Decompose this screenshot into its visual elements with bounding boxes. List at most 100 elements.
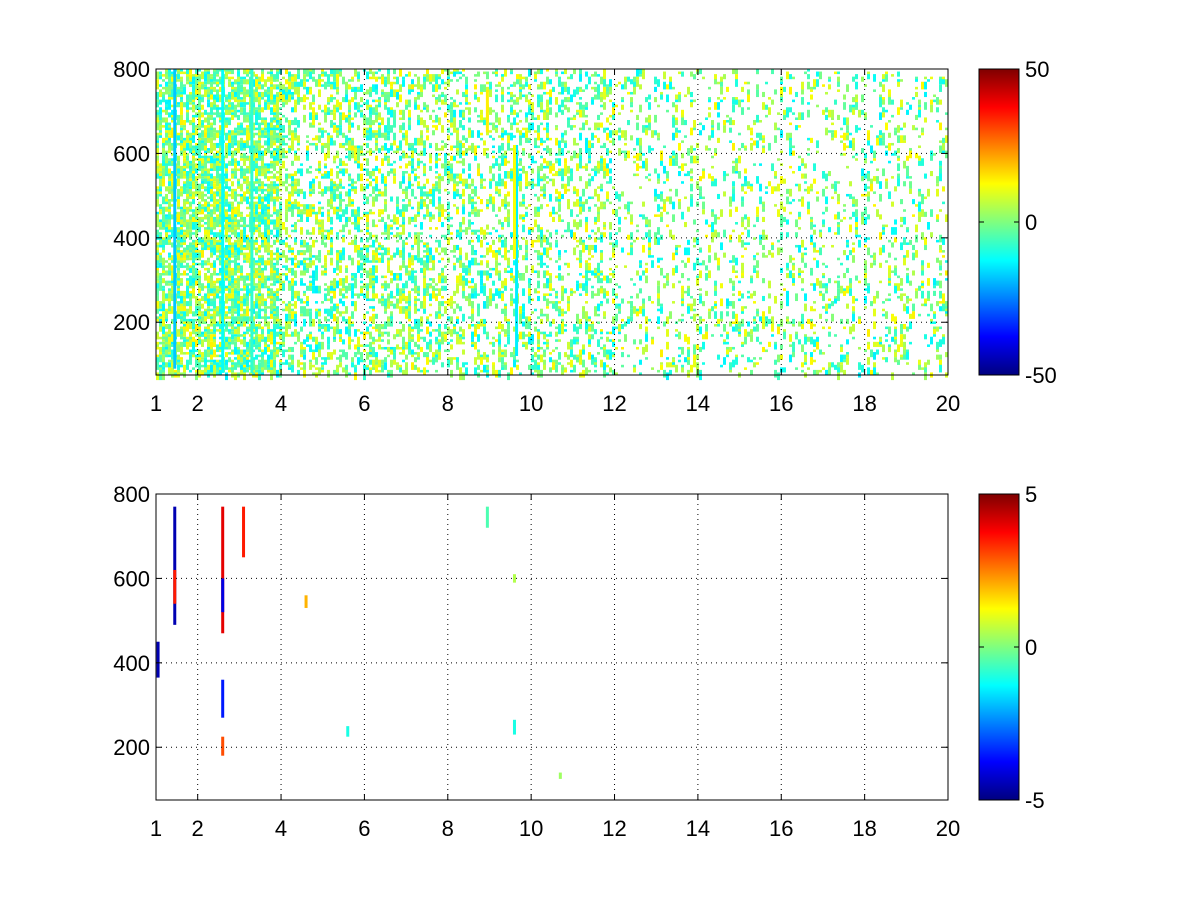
heatmap-cell xyxy=(216,69,219,75)
heatmap-cell xyxy=(225,278,228,281)
heatmap-cell xyxy=(357,148,360,154)
heatmap-cell xyxy=(198,262,201,266)
heatmap-cell xyxy=(417,250,420,258)
heatmap-cell xyxy=(183,120,186,128)
heatmap-cell xyxy=(267,344,270,347)
heatmap-cell xyxy=(381,247,384,251)
heatmap-cell xyxy=(243,148,246,151)
heatmap-cell xyxy=(294,199,297,205)
heatmap-cell xyxy=(207,262,210,266)
heatmap-cell xyxy=(474,155,477,161)
heatmap-cell xyxy=(195,79,198,82)
heatmap-cell xyxy=(378,252,381,256)
heatmap-cell xyxy=(207,79,210,85)
heatmap-cell xyxy=(177,160,180,166)
heatmap-cell xyxy=(462,262,465,268)
heatmap-cell xyxy=(198,81,201,85)
heatmap-cell xyxy=(291,318,294,322)
heatmap-cell xyxy=(402,155,405,159)
heatmap-cell xyxy=(273,311,276,314)
heatmap-cell xyxy=(243,324,246,327)
heatmap-cell xyxy=(165,232,168,235)
heatmap-cell xyxy=(183,211,186,215)
heatmap-cell xyxy=(216,372,219,375)
heatmap-cell xyxy=(357,74,360,80)
heatmap-cell xyxy=(294,262,297,268)
heatmap-cell xyxy=(165,173,168,177)
heatmap-cell xyxy=(351,209,354,217)
heatmap-cell xyxy=(336,216,339,220)
heatmap-cell xyxy=(234,262,237,268)
heatmap-cell xyxy=(204,193,207,197)
heatmap-cell xyxy=(267,191,270,194)
heatmap-cell xyxy=(291,160,294,166)
heatmap-cell xyxy=(210,301,213,307)
heatmap-cell xyxy=(351,186,354,189)
heatmap-cell xyxy=(213,145,216,151)
heatmap-cell xyxy=(423,352,426,358)
heatmap-cell xyxy=(273,127,276,131)
heatmap-cell xyxy=(255,311,258,319)
heatmap-cell xyxy=(336,209,339,212)
heatmap-cell xyxy=(171,362,174,368)
heatmap-cell xyxy=(306,244,309,253)
heatmap-cell xyxy=(210,298,213,302)
heatmap-cell xyxy=(393,252,396,258)
heatmap-cell xyxy=(312,125,315,128)
heatmap-cell xyxy=(426,290,429,294)
heatmap-cell xyxy=(378,104,381,108)
heatmap-cell xyxy=(189,298,192,302)
heatmap-cell xyxy=(294,155,297,161)
heatmap-cell xyxy=(192,329,195,335)
heatmap-cell xyxy=(468,324,471,330)
heatmap-cell xyxy=(246,306,249,309)
heatmap-cell xyxy=(165,163,168,166)
heatmap-cell xyxy=(183,329,186,337)
heatmap-cell xyxy=(369,171,372,179)
heatmap-cell xyxy=(321,127,324,131)
heatmap-cell xyxy=(225,145,228,154)
heatmap-cell xyxy=(402,188,405,192)
heatmap-cell xyxy=(297,102,300,105)
heatmap-cell xyxy=(237,148,240,154)
heatmap-cell xyxy=(345,135,348,143)
heatmap-cell xyxy=(216,362,219,370)
heatmap-cell xyxy=(423,150,426,156)
heatmap-cell xyxy=(264,183,267,187)
heatmap-cell xyxy=(225,265,228,268)
heatmap-cell xyxy=(180,102,183,108)
heatmap-cell xyxy=(258,288,261,291)
heatmap-cell xyxy=(189,352,192,355)
heatmap-cell xyxy=(456,244,459,251)
heatmap-cell xyxy=(303,349,306,355)
heatmap-cell xyxy=(252,316,255,319)
heatmap-cell xyxy=(420,130,423,138)
heatmap-cell xyxy=(270,130,273,138)
heatmap-cell xyxy=(201,94,204,98)
heatmap-cell xyxy=(285,94,288,103)
heatmap-cell xyxy=(309,252,312,258)
heatmap-cell xyxy=(189,369,192,373)
heatmap-cell xyxy=(426,135,429,141)
heatmap-cell xyxy=(246,326,249,332)
heatmap-cell xyxy=(267,193,270,197)
heatmap-cell xyxy=(321,369,324,373)
heatmap-cell xyxy=(207,329,210,335)
heatmap-cell xyxy=(324,165,327,169)
heatmap-cell xyxy=(159,206,162,210)
heatmap-cell xyxy=(438,341,441,345)
heatmap-cell xyxy=(261,69,264,72)
heatmap-cell xyxy=(291,359,294,365)
heatmap-cell xyxy=(465,278,468,286)
heatmap-cell xyxy=(465,153,468,156)
heatmap-cell xyxy=(285,306,288,312)
heatmap-cell xyxy=(177,102,180,105)
heatmap-cell xyxy=(318,290,321,294)
heatmap-cell xyxy=(354,306,357,312)
heatmap-cell xyxy=(285,155,288,159)
heatmap-cell xyxy=(210,89,213,95)
heatmap-cell xyxy=(444,265,447,268)
heatmap-cell xyxy=(333,142,336,146)
heatmap-cell xyxy=(447,127,450,131)
heatmap-cell xyxy=(402,191,405,194)
